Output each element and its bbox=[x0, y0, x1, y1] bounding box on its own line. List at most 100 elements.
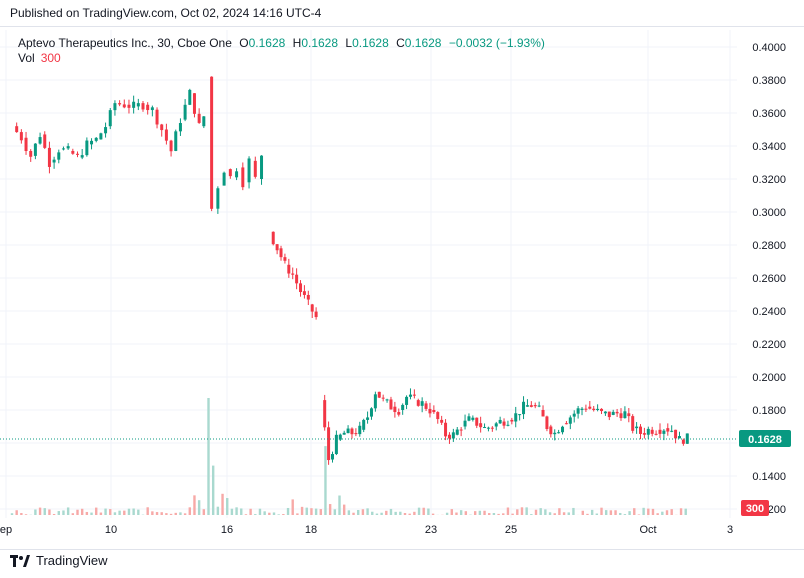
legend-price-row: Aptevo Therapeutics Inc., 30, Cboe One O… bbox=[18, 36, 545, 51]
candle-body bbox=[596, 408, 600, 410]
volume-bar bbox=[534, 509, 538, 515]
volume-bar bbox=[71, 513, 75, 515]
candle-body bbox=[405, 396, 409, 405]
volume-bar bbox=[272, 512, 276, 515]
volume-bar bbox=[258, 508, 262, 515]
volume-bar bbox=[90, 512, 93, 515]
volume-bar bbox=[647, 508, 650, 515]
candle-body bbox=[169, 140, 173, 152]
candle-body bbox=[611, 411, 615, 415]
candle-body bbox=[646, 428, 650, 435]
volume-bar bbox=[389, 508, 393, 515]
candle-body bbox=[310, 304, 314, 312]
candle-body bbox=[338, 434, 342, 440]
candle-body bbox=[642, 433, 646, 435]
volume-bar bbox=[609, 510, 613, 515]
candle-body bbox=[381, 397, 385, 399]
candle-body bbox=[506, 424, 510, 426]
candle-body bbox=[600, 408, 604, 412]
volume-bar bbox=[34, 509, 37, 515]
volume-bar bbox=[66, 507, 70, 515]
low-value: 0.1628 bbox=[352, 36, 389, 50]
volume-bar bbox=[604, 510, 608, 515]
volume-bar bbox=[310, 508, 313, 515]
candle-body bbox=[377, 391, 381, 398]
candle-body bbox=[455, 429, 459, 435]
y-tick-label: 0.2200 bbox=[752, 339, 786, 351]
y-tick-label: 0.2000 bbox=[752, 372, 786, 384]
volume-bar bbox=[211, 465, 215, 515]
candle-body bbox=[486, 427, 490, 429]
volume-bar bbox=[403, 513, 407, 515]
volume-bar bbox=[286, 507, 290, 515]
candle-body bbox=[525, 405, 529, 407]
volume-bar bbox=[352, 512, 355, 515]
volume-bar bbox=[296, 513, 299, 515]
tradingview-footer[interactable]: TradingView bbox=[10, 553, 108, 568]
candle-body bbox=[436, 412, 440, 420]
candle-body bbox=[235, 171, 239, 178]
close-value: 0.1628 bbox=[404, 36, 442, 50]
low-label: L bbox=[345, 36, 353, 50]
volume-bar bbox=[342, 504, 346, 515]
volume-bar bbox=[619, 512, 622, 515]
volume-bar bbox=[408, 513, 411, 515]
candle-body bbox=[174, 131, 178, 151]
grid bbox=[0, 30, 737, 518]
candle-body bbox=[90, 140, 94, 145]
candle-body bbox=[287, 264, 291, 274]
candle-body bbox=[61, 148, 65, 150]
volume-bar bbox=[347, 510, 351, 515]
legend-volume-row: Vol 300 bbox=[18, 51, 545, 66]
candle-body bbox=[557, 432, 561, 434]
candle-body bbox=[155, 109, 159, 125]
volume-bar bbox=[165, 513, 168, 515]
candle-body bbox=[52, 159, 56, 163]
volume-bar bbox=[160, 512, 163, 515]
candle-body bbox=[510, 419, 514, 422]
volume-bar bbox=[375, 513, 379, 515]
candle-body bbox=[444, 422, 448, 437]
candle-body bbox=[502, 421, 506, 426]
candle-body bbox=[197, 113, 201, 123]
candle-body bbox=[247, 158, 251, 183]
candle-body bbox=[43, 134, 47, 148]
candle-body bbox=[330, 454, 334, 460]
volume-bar bbox=[15, 510, 18, 515]
candle-body bbox=[393, 406, 397, 413]
volume-bar bbox=[684, 508, 687, 515]
candle-body bbox=[572, 413, 576, 417]
volume-bar bbox=[473, 511, 477, 515]
candle-body bbox=[467, 416, 471, 421]
y-tick-label: 0.3200 bbox=[752, 174, 786, 186]
candle-body bbox=[275, 244, 279, 251]
candle-body bbox=[401, 404, 405, 410]
candle-body bbox=[568, 417, 572, 424]
volume-bar bbox=[572, 507, 575, 515]
volume-bar bbox=[600, 507, 603, 515]
volume-bar bbox=[427, 508, 430, 515]
candle-body bbox=[428, 408, 432, 414]
y-tick-label: 0.2800 bbox=[752, 240, 786, 252]
volume-bar bbox=[226, 498, 229, 515]
y-axis: 0.4000 0.3800 0.3600 0.3400 0.3200 0.3000 0.28… bbox=[752, 42, 786, 516]
candle-body bbox=[498, 419, 502, 424]
volume-bar bbox=[581, 510, 584, 515]
volume-bar bbox=[431, 513, 435, 515]
candle-body bbox=[432, 410, 436, 413]
y-tick-label: 0.3400 bbox=[752, 141, 786, 153]
candle-body bbox=[314, 311, 318, 318]
candle-body bbox=[389, 399, 393, 410]
y-tick-label: 0.1400 bbox=[752, 471, 786, 483]
x-tick-label: 25 bbox=[505, 524, 517, 536]
volume-bar bbox=[188, 507, 191, 515]
volume-bar bbox=[525, 507, 528, 515]
x-tick-label: 3 bbox=[727, 524, 733, 536]
candle-body bbox=[323, 400, 327, 428]
candle-body bbox=[615, 411, 619, 414]
volume-bar bbox=[464, 511, 468, 515]
volume-bar bbox=[24, 514, 28, 515]
candle-body bbox=[494, 423, 498, 427]
volume-bar bbox=[488, 513, 491, 515]
